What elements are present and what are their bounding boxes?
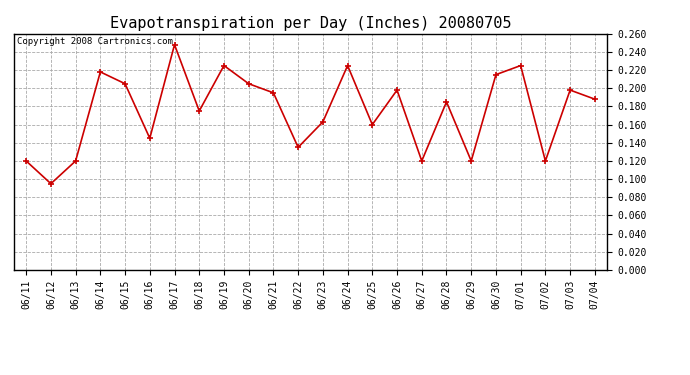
Text: Copyright 2008 Cartronics.com: Copyright 2008 Cartronics.com xyxy=(17,37,172,46)
Title: Evapotranspiration per Day (Inches) 20080705: Evapotranspiration per Day (Inches) 2008… xyxy=(110,16,511,31)
